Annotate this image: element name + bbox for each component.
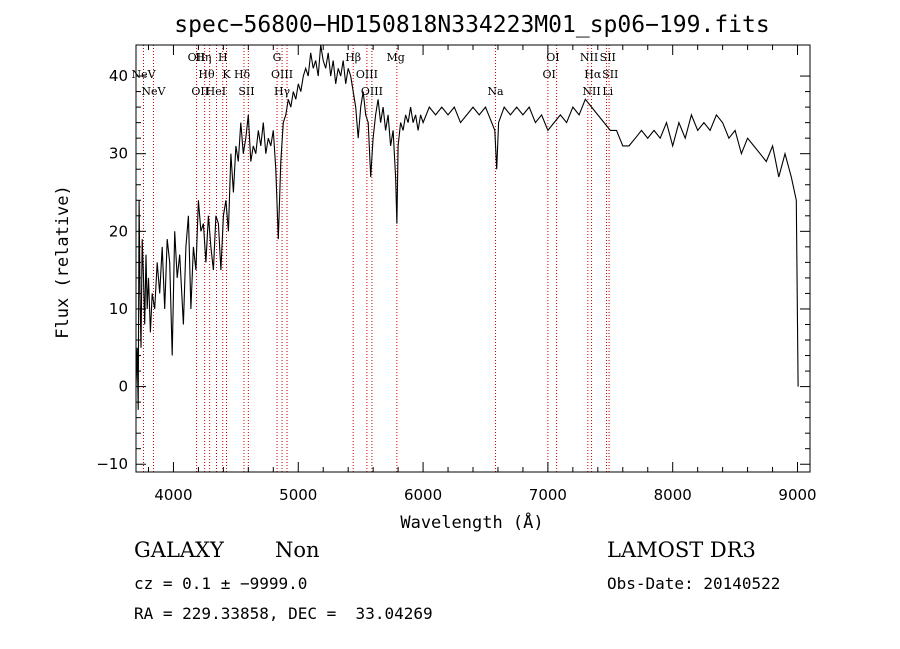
line-label: Hγ	[274, 85, 291, 98]
line-label: K	[222, 68, 231, 81]
emission-line-markers	[142, 45, 610, 472]
spectrum-line	[135, 44, 799, 410]
line-label: Hα	[584, 68, 602, 81]
line-label: OIII	[356, 68, 378, 81]
line-label: NeV	[141, 85, 166, 98]
line-label: NII	[582, 85, 600, 98]
line-label: Li	[602, 85, 613, 98]
line-label: OIII	[271, 68, 293, 81]
line-label: HeI	[206, 85, 226, 98]
line-label: Hδ	[234, 68, 251, 81]
line-label: OII	[188, 51, 206, 64]
line-label: OIII	[361, 85, 383, 98]
line-label: Hθ	[198, 68, 215, 81]
y-axis-ticks: −10 0 10 20 30 40	[96, 67, 810, 473]
object-class: GALAXY	[134, 538, 224, 562]
x-tick-label: 7000	[529, 486, 567, 504]
x-tick-label: 6000	[404, 486, 442, 504]
observation-date: Obs-Date: 20140522	[607, 574, 781, 593]
plot-frame	[135, 44, 811, 473]
line-label: OII	[191, 85, 209, 98]
x-tick-label: 4000	[154, 486, 192, 504]
redshift-value: cz = 0.1 ± −9999.0	[134, 574, 308, 593]
y-tick-label: −10	[96, 455, 128, 473]
line-label: Hη	[195, 51, 211, 64]
line-label: SII	[238, 85, 254, 98]
object-subclass: Non	[275, 538, 320, 562]
line-label: H	[218, 51, 228, 64]
line-label: Mg	[386, 51, 404, 64]
y-tick-label: 30	[109, 145, 128, 163]
line-label: SII	[602, 68, 618, 81]
line-label: OI	[546, 51, 559, 64]
line-label: SII	[600, 51, 616, 64]
chart-title: spec−56800−HD150818N334223M01_sp06−199.f…	[174, 12, 769, 38]
x-tick-label: 9000	[778, 486, 816, 504]
y-tick-label: 10	[109, 300, 128, 318]
line-label: Na	[487, 85, 504, 98]
line-label: OI	[542, 68, 555, 81]
y-axis-label: Flux (relative)	[53, 185, 73, 339]
coordinates: RA = 229.33858, DEC = 33.04269	[134, 604, 433, 623]
survey-name: LAMOST DR3	[607, 538, 756, 562]
x-tick-label: 8000	[654, 486, 692, 504]
y-tick-label: 40	[109, 67, 128, 85]
y-tick-label: 0	[118, 378, 128, 396]
x-axis-label: Wavelength (Å)	[400, 511, 543, 533]
line-label: Hβ	[345, 51, 361, 64]
x-axis-ticks: 4000 5000 6000 7000 8000 9000	[147, 45, 817, 504]
line-label: NII	[580, 51, 598, 64]
line-label: G	[273, 51, 282, 64]
line-label: NeV	[131, 68, 156, 81]
y-tick-label: 20	[109, 222, 128, 240]
x-tick-label: 5000	[279, 486, 317, 504]
